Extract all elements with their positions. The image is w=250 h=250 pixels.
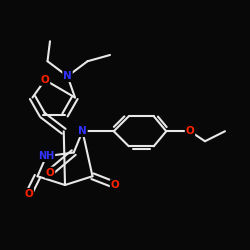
- Text: O: O: [46, 168, 54, 177]
- Text: O: O: [110, 180, 120, 190]
- Text: N: N: [63, 71, 72, 81]
- Text: N: N: [78, 126, 87, 136]
- Text: O: O: [40, 75, 50, 85]
- Text: O: O: [186, 126, 194, 136]
- Text: NH: NH: [38, 151, 54, 161]
- Text: O: O: [24, 189, 33, 199]
